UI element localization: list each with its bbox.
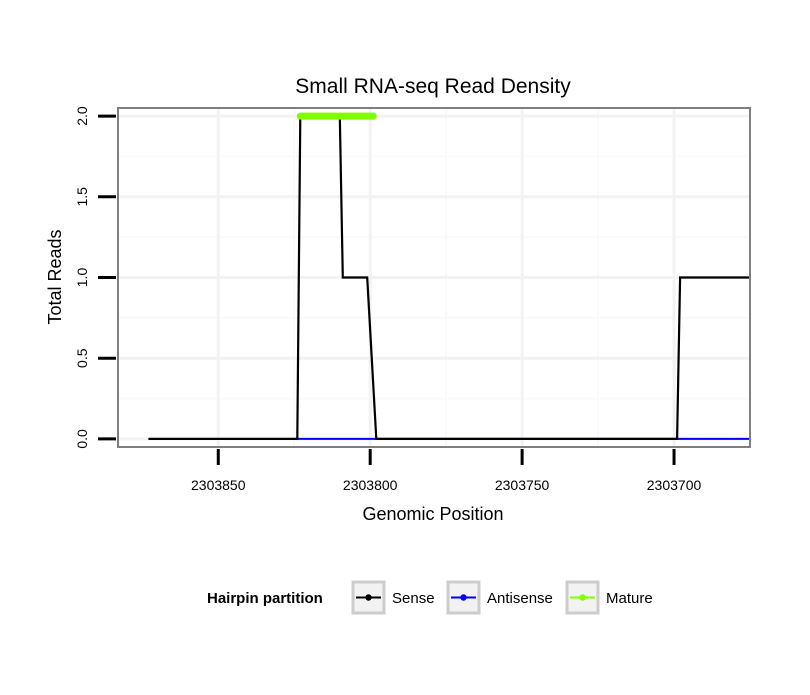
legend-item-mature: Mature	[565, 580, 653, 615]
plot-panel-border	[117, 107, 751, 448]
y-tick-label: 1.5	[74, 187, 90, 207]
x-axis-label: Genomic Position	[362, 504, 503, 524]
x-tick-label: 2303850	[191, 477, 246, 493]
x-tick-label: 2303700	[647, 477, 702, 493]
series-line-sense	[148, 114, 750, 440]
y-axis-label: Total Reads	[45, 229, 65, 324]
legend-label-antisense: Antisense	[487, 590, 553, 607]
axes: 0.0 0.5 1.0 1.5 2.0 2303850 2303800 2303750 2303…	[74, 106, 701, 493]
legend-point-antisense	[460, 594, 467, 601]
legend-title: Hairpin partition	[207, 590, 323, 607]
legend-point-sense	[365, 594, 372, 601]
y-tick-label: 2.0	[74, 106, 90, 126]
legend-item-sense: Sense	[351, 580, 435, 615]
legend-label-mature: Mature	[606, 590, 653, 607]
legend: Hairpin partition Sense Antisense Mature	[207, 580, 653, 615]
legend-label-sense: Sense	[392, 590, 435, 607]
x-tick-label: 2303800	[343, 477, 398, 493]
y-tick-label: 1.0	[74, 268, 90, 288]
x-tick-label: 2303750	[495, 477, 550, 493]
y-tick-label: 0.5	[74, 348, 90, 368]
series-lines	[148, 112, 750, 440]
chart-title: Small RNA-seq Read Density	[295, 75, 571, 98]
legend-item-antisense: Antisense	[446, 580, 553, 615]
legend-point-mature	[579, 594, 586, 601]
y-tick-label: 0.0	[74, 429, 90, 449]
